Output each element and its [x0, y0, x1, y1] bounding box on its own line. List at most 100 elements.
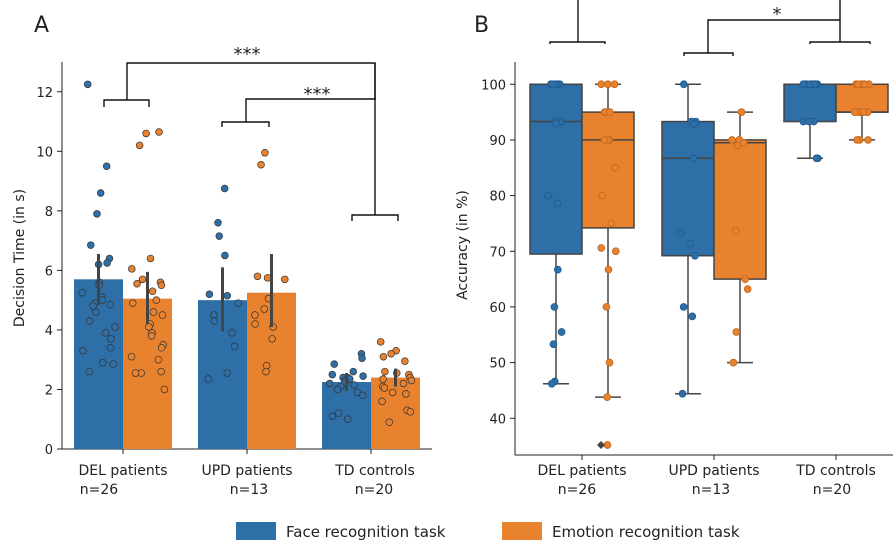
a-data-point	[155, 128, 163, 136]
b-data-point	[611, 163, 620, 172]
panel-a-sig-upd-td: ***	[304, 84, 331, 105]
a-data-point	[262, 367, 270, 376]
a-y-axis-label: Decision Time (in s)	[12, 189, 28, 327]
b-data-point	[864, 136, 872, 144]
b-y-tick-label: 60	[489, 301, 506, 316]
b-data-point	[739, 138, 748, 147]
a-data-point	[157, 344, 166, 352]
a-data-point	[147, 332, 156, 340]
b-data-point	[606, 108, 614, 116]
b-data-point	[811, 80, 819, 89]
b-box	[835, 83, 889, 113]
a-data-point	[381, 367, 389, 376]
a-data-point	[107, 335, 115, 343]
a-data-point	[387, 349, 395, 358]
a-y-tick-label: 10	[36, 145, 53, 160]
a-data-point	[328, 412, 337, 421]
a-data-point	[263, 274, 272, 282]
a-y-tick-label: 8	[45, 205, 53, 220]
b-data-point	[732, 328, 741, 336]
a-data-point	[402, 390, 410, 398]
a-data-point	[157, 281, 166, 290]
a-data-point	[152, 296, 161, 304]
a-data-point	[127, 352, 136, 361]
b-data-point	[550, 303, 559, 311]
b-data-point	[552, 119, 561, 128]
a-data-point	[129, 299, 137, 307]
b-y-tick-label: 100	[481, 78, 506, 93]
b-data-point	[850, 108, 859, 116]
panel-a-significance	[103, 62, 399, 221]
b-data-point	[689, 119, 698, 128]
a-group-del-label: DEL patients	[79, 463, 168, 479]
a-group-upd-label: UPD patients	[201, 463, 292, 479]
a-data-point	[359, 372, 367, 380]
a-group-del-n: n=26	[80, 482, 119, 498]
b-group-td-n: n=20	[813, 482, 851, 498]
a-data-point	[251, 311, 259, 319]
a-data-point	[349, 367, 358, 376]
a-data-point	[330, 360, 338, 368]
a-data-point	[149, 308, 158, 316]
b-data-point	[600, 136, 609, 144]
b-data-point	[733, 141, 742, 150]
a-data-point	[268, 335, 276, 343]
a-y-tick-label: 4	[45, 324, 53, 339]
a-data-point	[146, 254, 155, 263]
b-data-point	[603, 393, 612, 401]
legend-emotion-swatch	[502, 522, 542, 540]
b-group-upd-label: UPD patients	[668, 463, 759, 479]
legend-face-label: Face recognition task	[286, 523, 446, 540]
a-data-point	[148, 287, 157, 295]
a-data-point	[128, 265, 136, 273]
a-data-point	[135, 141, 144, 150]
legend-emotion-label: Emotion recognition task	[552, 523, 740, 540]
b-data-point	[743, 285, 752, 293]
a-data-point	[220, 184, 229, 193]
a-data-point	[99, 358, 107, 367]
a-data-point	[376, 338, 385, 346]
b-data-point	[691, 251, 699, 260]
a-data-point	[234, 299, 242, 307]
b-data-point	[607, 219, 616, 228]
b-data-point	[604, 265, 613, 274]
a-data-point	[388, 388, 397, 397]
b-y-tick-label: 40	[489, 412, 506, 427]
b-outlier	[597, 440, 605, 449]
a-data-point	[83, 80, 92, 89]
a-data-point	[401, 357, 409, 365]
b-data-point	[597, 80, 606, 89]
a-data-point	[325, 379, 334, 388]
a-data-point	[253, 272, 262, 281]
a-data-point	[89, 302, 97, 310]
panel-b-significance	[549, 0, 871, 56]
b-data-point	[549, 340, 558, 349]
b-data-point	[602, 303, 611, 311]
b-data-point	[686, 239, 694, 248]
b-y-tick-label: 90	[489, 134, 506, 149]
b-data-point	[548, 80, 557, 89]
a-data-point	[79, 347, 87, 355]
a-data-point	[133, 280, 141, 288]
a-data-point	[385, 418, 394, 426]
b-data-point	[860, 80, 869, 89]
panel-a-label: A	[34, 13, 49, 38]
a-data-point	[399, 379, 408, 388]
b-data-point	[598, 191, 607, 200]
a-data-point	[343, 415, 352, 423]
b-data-point	[859, 108, 868, 116]
a-data-point	[214, 219, 222, 227]
b-y-tick-label: 70	[489, 245, 506, 260]
a-data-point	[406, 408, 415, 416]
a-data-point	[111, 323, 119, 331]
a-data-point	[281, 275, 289, 284]
a-y-tick-label: 12	[36, 86, 53, 101]
b-data-point	[812, 154, 821, 163]
a-data-point	[158, 311, 167, 319]
b-data-point	[728, 136, 736, 144]
a-data-point	[160, 385, 169, 394]
b-data-point	[737, 108, 746, 116]
a-data-point	[257, 160, 265, 169]
a-data-point	[380, 384, 389, 392]
